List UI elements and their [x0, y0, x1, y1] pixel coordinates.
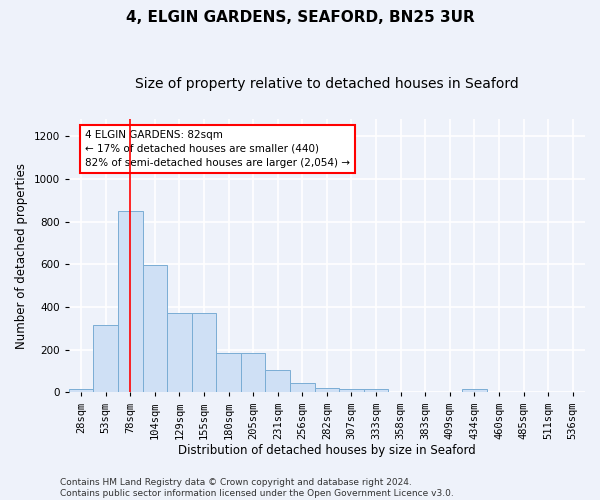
- Bar: [167, 314, 192, 392]
- Bar: [314, 388, 339, 392]
- Bar: [339, 389, 364, 392]
- Bar: [192, 314, 217, 392]
- Bar: [69, 389, 94, 392]
- Bar: [118, 211, 143, 392]
- Bar: [364, 389, 388, 392]
- Bar: [241, 353, 265, 393]
- Bar: [217, 353, 241, 393]
- Bar: [265, 370, 290, 392]
- Bar: [94, 325, 118, 392]
- Y-axis label: Number of detached properties: Number of detached properties: [15, 162, 28, 348]
- Text: Contains HM Land Registry data © Crown copyright and database right 2024.
Contai: Contains HM Land Registry data © Crown c…: [60, 478, 454, 498]
- X-axis label: Distribution of detached houses by size in Seaford: Distribution of detached houses by size …: [178, 444, 476, 458]
- Bar: [290, 383, 314, 392]
- Title: Size of property relative to detached houses in Seaford: Size of property relative to detached ho…: [135, 78, 519, 92]
- Text: 4 ELGIN GARDENS: 82sqm
← 17% of detached houses are smaller (440)
82% of semi-de: 4 ELGIN GARDENS: 82sqm ← 17% of detached…: [85, 130, 350, 168]
- Bar: [143, 266, 167, 392]
- Text: 4, ELGIN GARDENS, SEAFORD, BN25 3UR: 4, ELGIN GARDENS, SEAFORD, BN25 3UR: [125, 10, 475, 25]
- Bar: [462, 389, 487, 392]
